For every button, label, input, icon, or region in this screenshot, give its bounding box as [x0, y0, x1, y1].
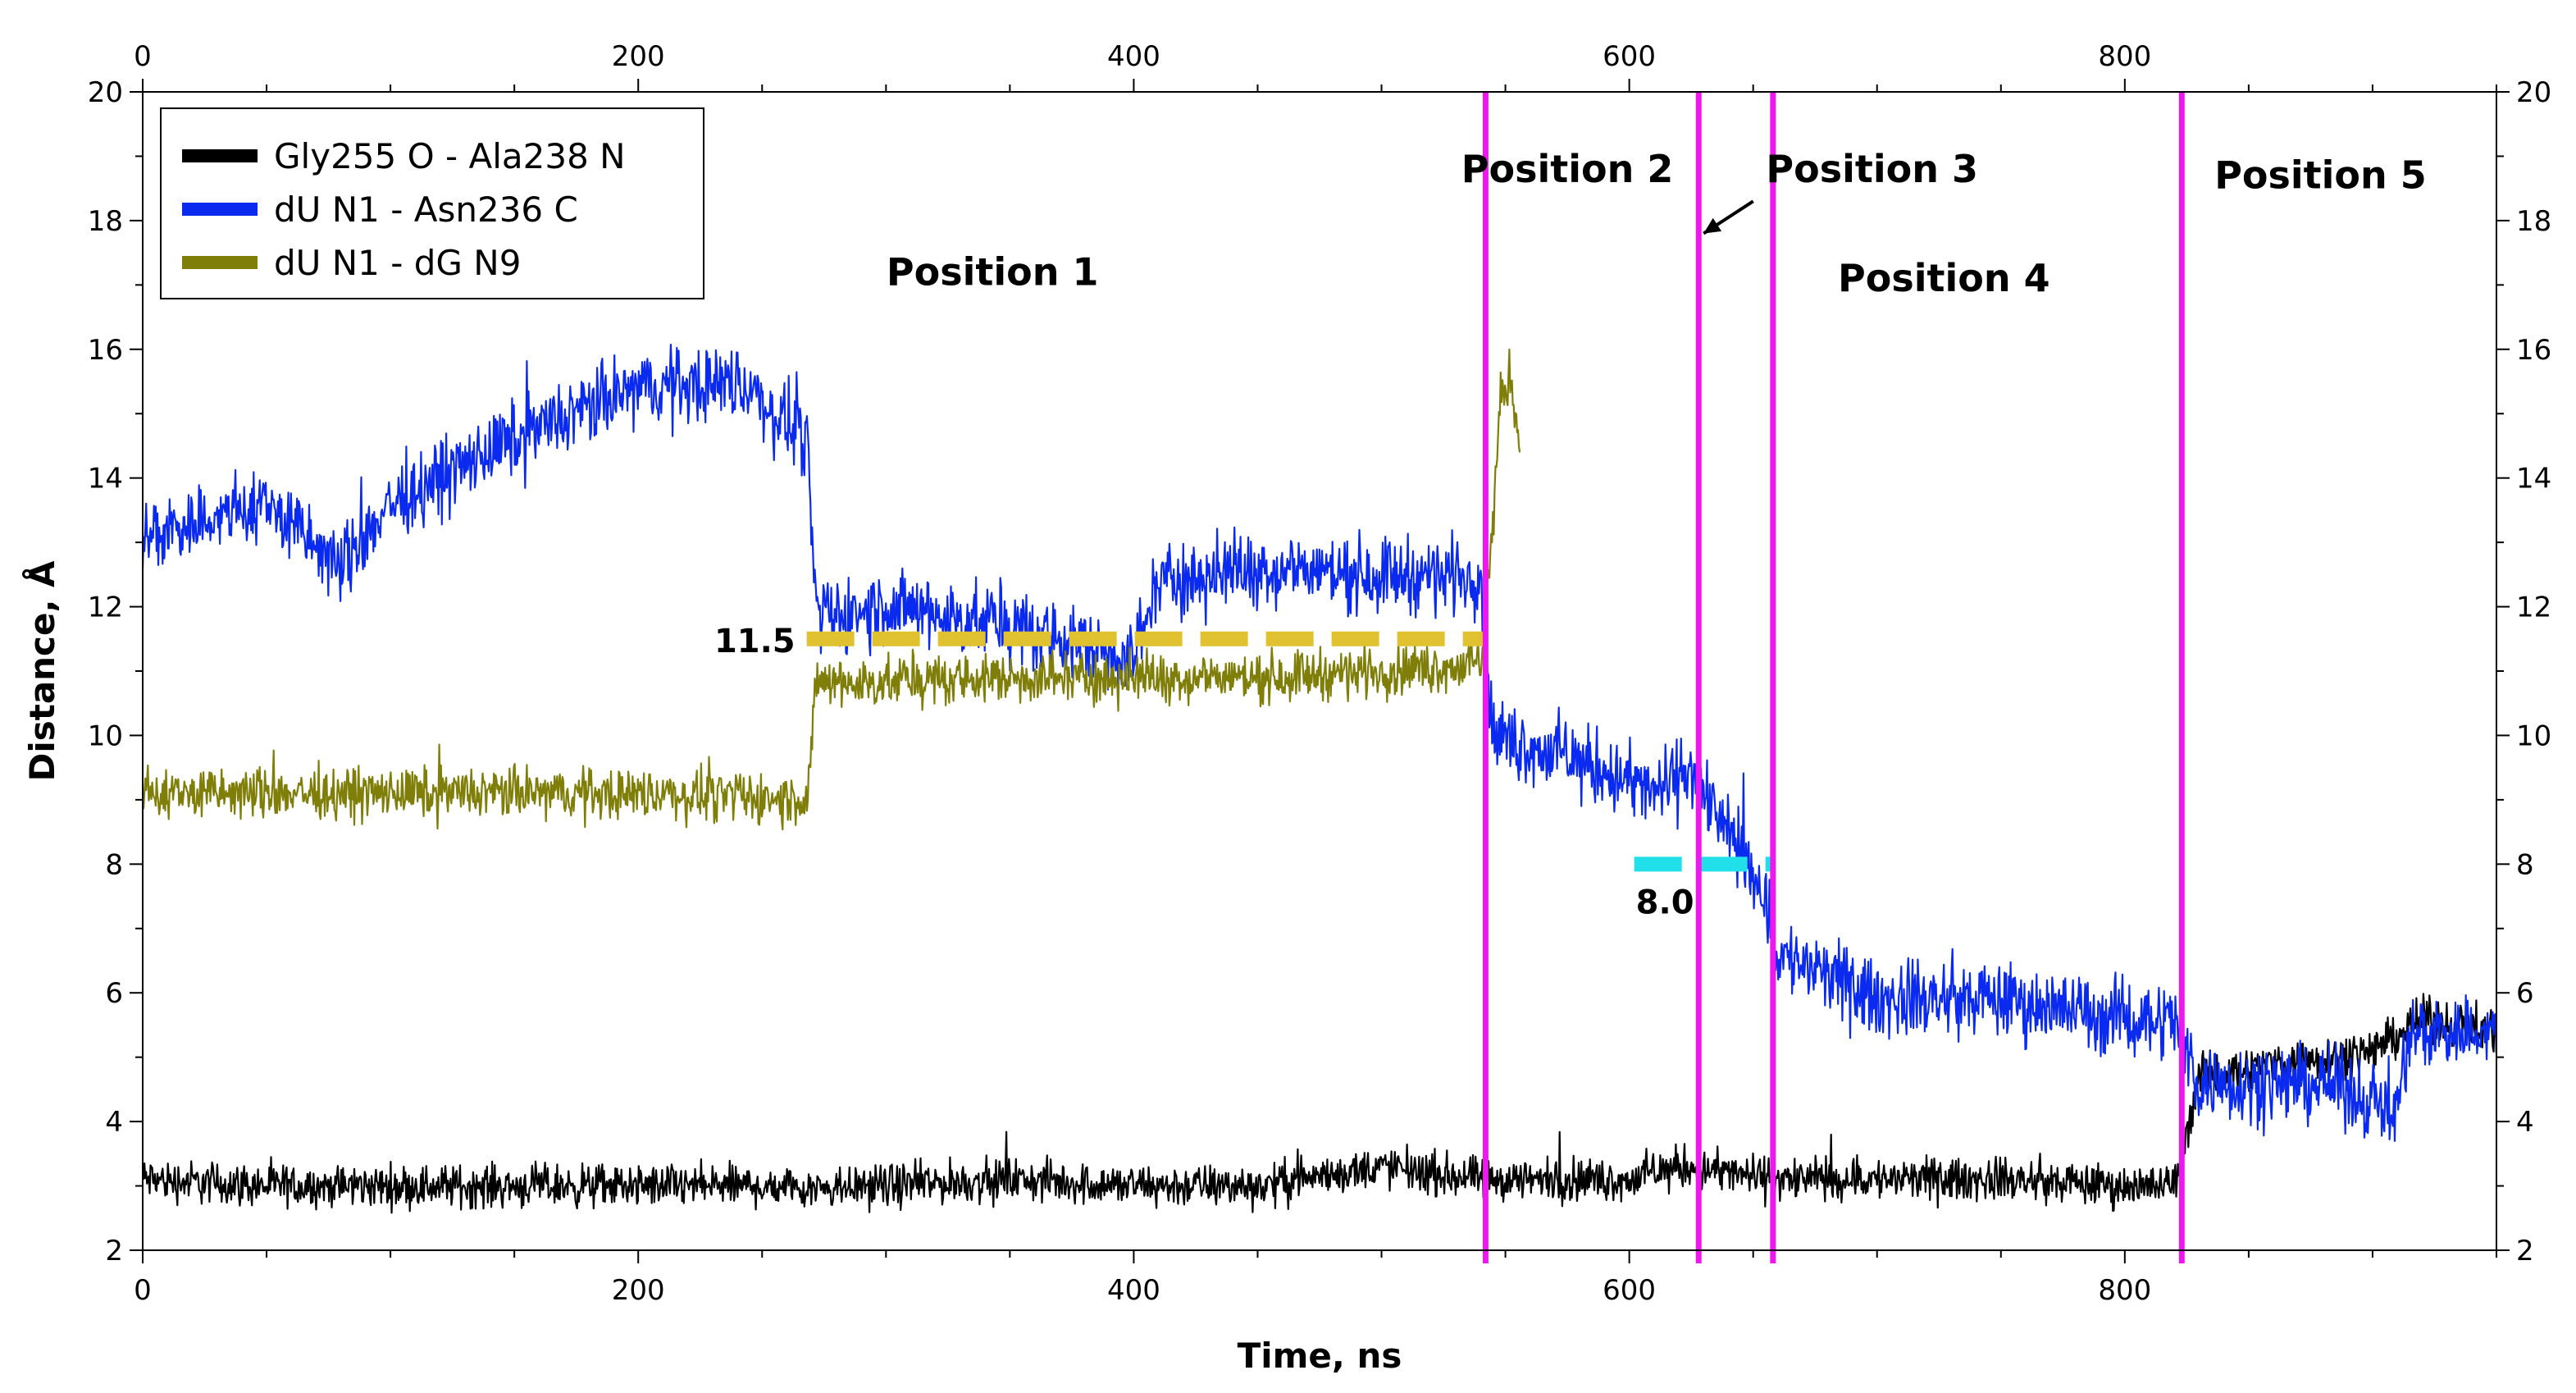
legend-label-0: Gly255 O - Ala238 N: [274, 136, 626, 176]
y-tick-label-left: 18: [88, 205, 123, 238]
y-tick-label-left: 8: [105, 848, 123, 881]
y-tick-label-left: 16: [88, 334, 123, 367]
legend: Gly255 O - Ala238 N dU N1 - Asn236 C dU …: [160, 107, 704, 299]
x-tick-label-bottom: 600: [1603, 1274, 1656, 1307]
x-tick-label-top: 600: [1603, 40, 1656, 73]
y-tick-label-right: 2: [2516, 1235, 2534, 1267]
series-layer: [143, 344, 2496, 1214]
arrow-head: [1703, 217, 1722, 234]
annotations: Position 1 Position 2 Position 3 Position 4…: [887, 147, 2427, 300]
y-tick-label-right: 20: [2516, 76, 2551, 109]
x-tick-label-top: 800: [2098, 40, 2151, 73]
y-tick-label-right: 10: [2516, 719, 2551, 752]
y-tick-label-left: 14: [88, 463, 123, 496]
position-label-5: Position 5: [2214, 153, 2427, 198]
y-tick-label-right: 12: [2516, 591, 2551, 624]
series-line-2: [143, 348, 1521, 831]
x-tick-label-top: 0: [134, 40, 152, 73]
y-tick-label-left: 12: [88, 591, 123, 624]
y-tick-label-right: 4: [2516, 1106, 2534, 1139]
x-tick-label-bottom: 400: [1107, 1274, 1160, 1307]
x-tick-label-top: 400: [1107, 40, 1160, 73]
y-tick-label-left: 4: [105, 1106, 123, 1139]
y-tick-label-left: 10: [88, 719, 123, 752]
y-tick-label-right: 8: [2516, 848, 2534, 881]
reference-lines: 11.5 8.0: [714, 623, 1773, 921]
x-axis-title: Time, ns: [1238, 1336, 1402, 1376]
position-label-2: Position 2: [1461, 147, 1674, 191]
y-tick-label-left: 6: [105, 977, 123, 1010]
y-tick-label-left: 20: [88, 76, 123, 109]
y-tick-label-right: 16: [2516, 334, 2551, 367]
series-line-1: [143, 344, 2496, 1142]
y-tick-label-left: 2: [105, 1235, 123, 1267]
x-tick-label-bottom: 200: [612, 1274, 665, 1307]
y-tick-label-right: 6: [2516, 977, 2534, 1010]
position-label-4: Position 4: [1838, 256, 2050, 300]
y-axis-title: Distance, Å: [21, 560, 62, 782]
x-tick-label-top: 200: [612, 40, 665, 73]
y-tick-label-right: 14: [2516, 463, 2551, 496]
axes: 0 0 200 200 400 400 600 600 800 800 2 2 4 4 6 6 8 8 10 10 12…: [88, 40, 2552, 1307]
legend-label-2: dU N1 - dG N9: [274, 243, 521, 283]
series-line-0: [143, 993, 2496, 1214]
reference-label-1: 8.0: [1636, 884, 1694, 921]
position-label-3: Position 3: [1766, 147, 1978, 191]
position-label-1: Position 1: [887, 249, 1099, 294]
x-tick-label-bottom: 0: [134, 1274, 152, 1307]
x-tick-label-bottom: 800: [2098, 1274, 2151, 1307]
legend-label-1: dU N1 - Asn236 C: [274, 190, 578, 230]
reference-label-0: 11.5: [714, 623, 796, 660]
y-tick-label-right: 18: [2516, 205, 2551, 238]
vertical-markers: [1482, 92, 2185, 1263]
